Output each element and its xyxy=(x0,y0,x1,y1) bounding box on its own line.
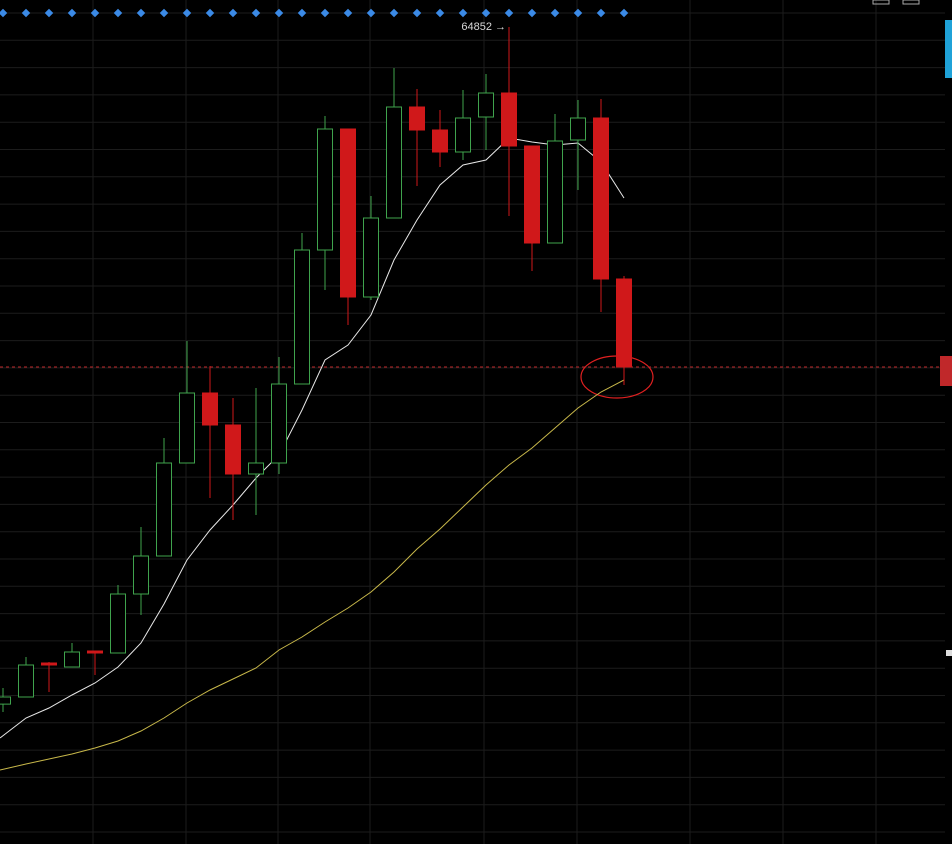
moving-average xyxy=(0,137,625,739)
candle-body xyxy=(593,117,609,280)
candle-body xyxy=(18,664,34,698)
candle-body xyxy=(524,145,540,244)
candle-body xyxy=(363,217,379,298)
candle-body xyxy=(179,392,195,464)
candle-body xyxy=(248,462,264,475)
candle-body xyxy=(0,696,11,705)
candle-body xyxy=(616,278,632,368)
candle-body xyxy=(202,392,218,426)
candle-body xyxy=(317,128,333,251)
candle-body xyxy=(133,555,149,595)
toolbar-button[interactable] xyxy=(902,0,920,5)
event-marker xyxy=(389,8,399,18)
candle-body xyxy=(41,662,57,666)
candle-body xyxy=(547,140,563,244)
candle-body xyxy=(409,106,425,131)
candle-body xyxy=(87,650,103,654)
candle-body xyxy=(225,424,241,475)
event-marker xyxy=(458,8,468,18)
event-marker xyxy=(481,8,491,18)
event-marker xyxy=(504,8,514,18)
event-marker xyxy=(44,8,54,18)
event-marker xyxy=(320,8,330,18)
toolbar-button[interactable] xyxy=(872,0,890,5)
side-indicator xyxy=(945,20,952,78)
event-marker xyxy=(297,8,307,18)
event-marker xyxy=(412,8,422,18)
candle-body xyxy=(478,92,494,118)
event-marker xyxy=(343,8,353,18)
side-marker xyxy=(946,650,952,656)
candle-body xyxy=(156,462,172,557)
event-marker xyxy=(274,8,284,18)
event-marker xyxy=(435,8,445,18)
price-tag xyxy=(940,356,952,386)
candle-body xyxy=(386,106,402,219)
candle-body xyxy=(432,129,448,153)
candle-body xyxy=(110,593,126,654)
candle-body xyxy=(455,117,471,153)
moving-average xyxy=(0,379,625,771)
candle-body xyxy=(271,383,287,464)
candle-body xyxy=(64,651,80,668)
candle-body xyxy=(570,117,586,141)
event-marker xyxy=(366,8,376,18)
candle-body xyxy=(501,92,517,147)
candle-body xyxy=(340,128,356,298)
high-annotation: 64852 → xyxy=(461,21,506,33)
candle-body xyxy=(294,249,310,385)
